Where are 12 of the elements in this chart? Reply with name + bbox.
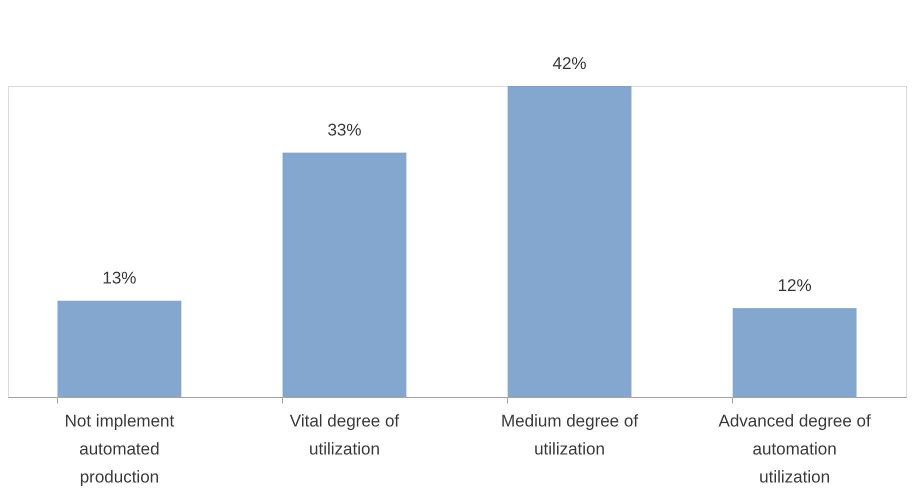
bar bbox=[58, 300, 182, 397]
bar bbox=[508, 86, 632, 397]
data-label: 42% bbox=[552, 54, 587, 73]
bar bbox=[732, 308, 856, 397]
bar bbox=[282, 152, 406, 397]
x-tick-label: Not implement automated production bbox=[64, 412, 174, 486]
data-label: 12% bbox=[778, 276, 812, 296]
x-tick-label: Advanced degree of automation utilization bbox=[718, 412, 871, 486]
x-tick-label: Medium degree of utilization bbox=[501, 412, 638, 458]
data-label: 13% bbox=[102, 268, 136, 288]
data-label: 33% bbox=[327, 120, 362, 140]
x-tick-label: Vital degree of utilization bbox=[290, 412, 400, 458]
